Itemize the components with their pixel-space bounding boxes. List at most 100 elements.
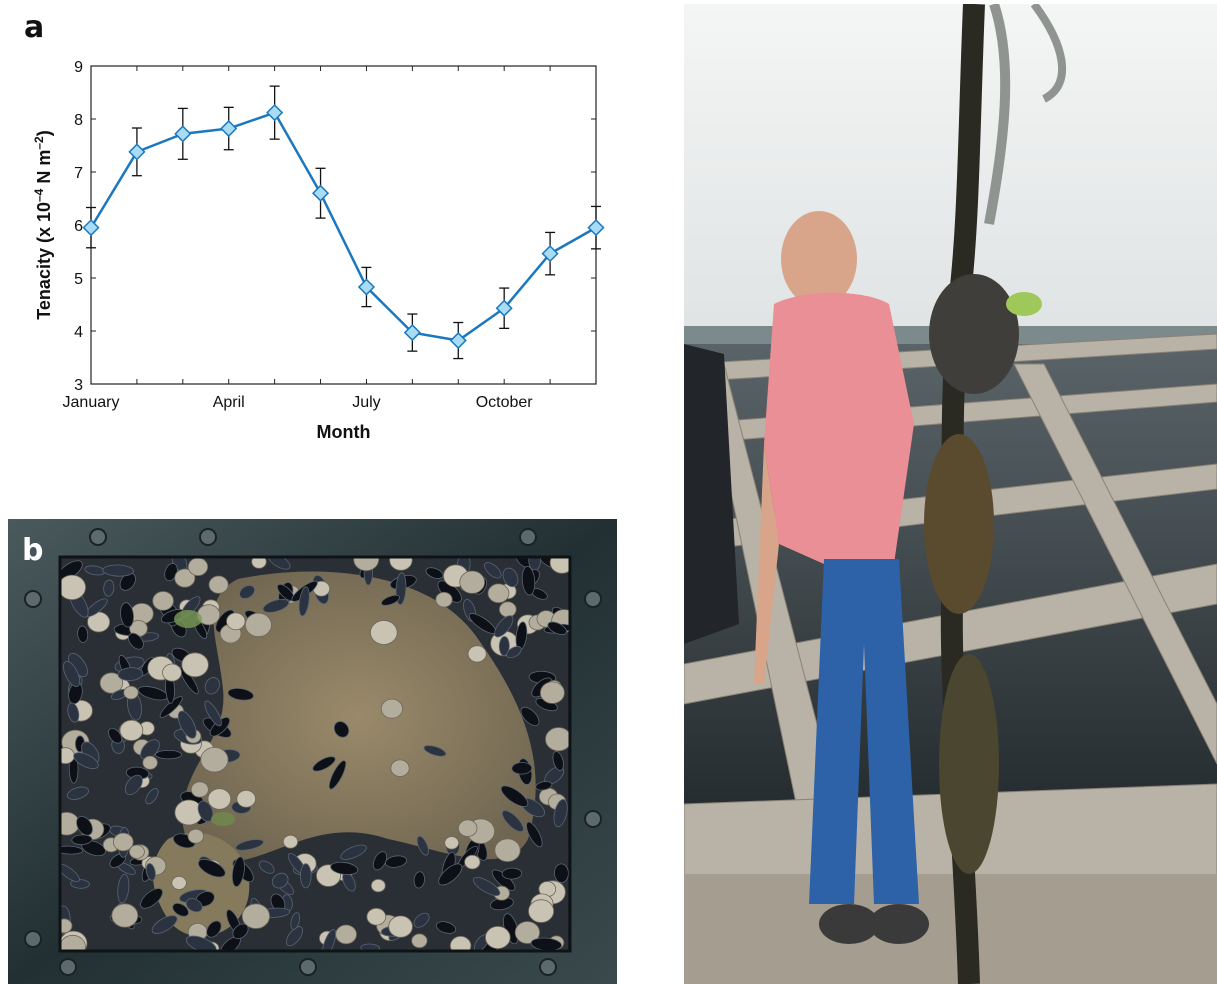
mussel-shell <box>231 856 245 887</box>
mussel-shell <box>425 567 444 579</box>
mussel-shell <box>498 636 510 657</box>
mussel-shell <box>179 666 199 695</box>
mussel-shell <box>140 888 163 909</box>
mussel-shell <box>77 625 89 643</box>
limpet-shell <box>528 899 555 923</box>
mussel-shell <box>71 834 93 845</box>
limpet-shell <box>335 924 357 945</box>
limpet-shell <box>142 755 158 770</box>
data-point-marker <box>128 143 146 161</box>
data-point-marker <box>220 119 238 138</box>
limpet-shell <box>494 838 521 863</box>
limpet-shell <box>226 612 246 631</box>
mussel-shell <box>185 898 203 913</box>
limpet-shell <box>498 601 517 618</box>
data-point-marker <box>403 324 421 342</box>
mussel-shell <box>372 851 388 871</box>
data-point-marker <box>587 219 605 237</box>
y-tick-label: 6 <box>74 218 83 235</box>
x-tick-label: April <box>213 394 245 411</box>
mussel-shell <box>145 863 156 881</box>
mussel-shell <box>239 585 255 599</box>
mussel-shell <box>172 902 189 917</box>
mussel-shell <box>140 739 160 760</box>
limpet-shell <box>162 663 182 682</box>
mussel-shell <box>312 756 336 772</box>
mussel-raft-photo-illustration <box>684 4 1217 984</box>
mussel-shell <box>204 700 222 727</box>
mussel-shell <box>535 781 553 791</box>
mussel-shell <box>290 912 301 930</box>
data-point-marker <box>495 299 513 317</box>
mussel-shell <box>117 667 144 681</box>
mussel-shell <box>330 861 359 875</box>
y-tick-label: 8 <box>74 112 83 129</box>
quadrat-photo-illustration <box>8 519 617 984</box>
mussel-shell <box>271 872 289 889</box>
x-tick-label: October <box>476 394 534 411</box>
limpet-shell <box>207 788 232 810</box>
mussel-and-limpet-shells <box>53 547 578 959</box>
mussel-shell <box>67 702 80 723</box>
limpet-shell <box>241 903 270 929</box>
y-axis-label-part: ) <box>34 130 54 136</box>
limpet-shell <box>545 727 572 752</box>
mussel-shell <box>526 821 543 848</box>
limpet-shell <box>152 591 174 611</box>
limpet-shell <box>435 591 453 608</box>
quadrat-photo: b <box>8 519 617 984</box>
mussel-shell <box>413 912 430 928</box>
mussel-rope <box>924 4 1067 984</box>
limpet-shell <box>190 781 209 798</box>
mussel-shell <box>197 859 226 878</box>
mussel-shell <box>177 710 197 739</box>
limpet-shell <box>200 746 229 773</box>
mussel-shell <box>520 706 540 726</box>
mussel-shell <box>435 921 457 934</box>
limpet-shell <box>370 878 386 893</box>
man-figure <box>754 211 929 944</box>
limpet-shell <box>113 832 134 852</box>
y-tick-label: 4 <box>74 324 83 341</box>
plot-frame <box>90 65 597 385</box>
mussel-raft-photo <box>684 4 1217 984</box>
limpet-shell <box>123 685 139 700</box>
limpet-shell <box>380 698 403 719</box>
limpet-shell <box>111 903 139 928</box>
mussel-shell <box>381 594 400 606</box>
mussel-shell <box>159 696 183 718</box>
limpet-shell <box>390 759 410 777</box>
mussel-shell <box>120 602 134 628</box>
limpet-shell <box>187 557 209 577</box>
mussel-shell <box>206 920 222 938</box>
limpet-shell <box>411 933 428 949</box>
mussel-shell <box>286 926 303 947</box>
mussel-shell <box>227 688 254 701</box>
mussel-shell <box>501 867 523 880</box>
limpet-shell <box>388 915 413 938</box>
limpet-shell <box>174 568 196 588</box>
mussel-shell <box>521 565 536 596</box>
limpet-shell <box>514 921 541 944</box>
mussel-shell <box>340 844 367 860</box>
limpet-shell <box>487 583 510 604</box>
mussel-shell <box>73 752 99 769</box>
tenacity-line-chart: 3 4 5 6 7 8 9 January April July October Month Tenac… <box>32 59 605 442</box>
limpet-shell <box>187 828 205 844</box>
mussel-shell <box>553 798 568 828</box>
mussel-shell <box>232 923 249 940</box>
x-tick-label: July <box>352 394 380 411</box>
y-axis-label-part: Tenacity (x 10 <box>34 202 54 320</box>
mussel-shell <box>506 646 522 659</box>
limpet-shell <box>484 925 511 949</box>
mussel-shell <box>76 815 93 836</box>
mussel-shell <box>117 873 130 904</box>
limpet-shell <box>540 681 565 704</box>
mussel-shell <box>553 863 569 883</box>
data-point-marker <box>541 245 559 263</box>
mussel-shell <box>547 621 567 636</box>
limpet-shell <box>58 574 87 601</box>
mussel-shell <box>151 915 178 934</box>
x-tick-label: January <box>63 394 120 411</box>
mussel-shell <box>204 677 220 695</box>
